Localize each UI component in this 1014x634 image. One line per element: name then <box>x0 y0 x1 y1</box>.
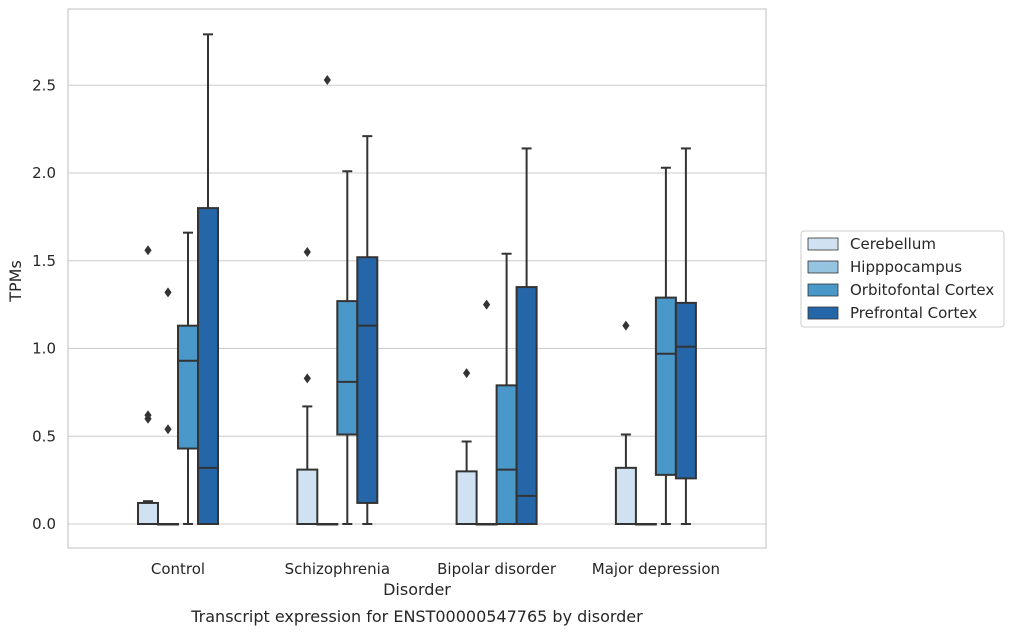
legend-label-orbitofrontal: Orbitofontal Cortex <box>850 281 994 299</box>
box-schizophrenia-prefrontal-cortex <box>356 135 379 525</box>
outlier-point <box>144 245 152 256</box>
box-control-prefrontal-cortex <box>197 33 219 525</box>
y-axis-title: TPMs <box>6 260 25 303</box>
box-bipolar-disorder-prefrontal-cortex <box>515 147 538 526</box>
y-tick-label: 0.0 <box>32 515 56 533</box>
x-tick-label: Schizophrenia <box>285 560 390 578</box>
y-tick-label: 2.5 <box>32 76 56 94</box>
box-bipolar-disorder-cerebellum <box>455 368 478 526</box>
y-tick-label: 2.0 <box>32 164 56 182</box>
x-axis-ticks: Control Schizophrenia Bipolar disorder Majo… <box>151 560 720 578</box>
outlier-point <box>622 320 630 331</box>
box-body <box>356 256 379 504</box>
box-major-depression-hipppocampus <box>634 523 657 526</box>
box-schizophrenia-cerebellum <box>296 246 319 525</box>
legend: Cerebellum Hipppocampus Orbitofontal Cor… <box>800 230 1005 328</box>
box-body <box>515 286 538 526</box>
box-body <box>654 296 677 476</box>
box-major-depression-cerebellum <box>614 320 637 525</box>
box-control-hipppocampus <box>157 287 179 526</box>
x-tick-label: Major depression <box>592 560 720 578</box>
box-control-cerebellum <box>137 245 159 526</box>
box-body <box>197 207 219 525</box>
outlier-point <box>463 368 471 379</box>
y-tick-label: 1.5 <box>32 252 56 270</box>
y-axis-ticks: 0.0 0.5 1.0 1.5 2.0 2.5 <box>32 76 56 533</box>
outlier-point <box>303 373 311 384</box>
box-major-depression-orbitofontal-cortex <box>654 166 677 525</box>
box-body <box>455 470 478 526</box>
box-plots <box>137 33 697 526</box>
box-body <box>137 501 159 526</box>
y-tick-label: 0.5 <box>32 427 56 445</box>
box-bipolar-disorder-orbitofontal-cortex <box>495 252 518 526</box>
legend-label-cerebellum: Cerebellum <box>850 235 936 253</box>
x-tick-label: Bipolar disorder <box>437 560 557 578</box>
plot-frame <box>67 8 767 549</box>
legend-label-hippocampus: Hipppocampus <box>850 258 962 276</box>
box-control-orbitofontal-cortex <box>177 231 199 525</box>
box-body <box>336 300 359 436</box>
outlier-point <box>144 413 152 424</box>
box-schizophrenia-hipppocampus <box>316 74 339 526</box>
x-tick-label: Control <box>151 560 205 578</box>
y-tick-label: 1.0 <box>32 340 56 358</box>
legend-swatch-prefrontal <box>807 306 839 320</box>
box-schizophrenia-orbitofontal-cortex <box>336 170 359 525</box>
chart-caption: Transcript expression for ENST0000054776… <box>190 607 643 626</box>
outlier-point <box>303 246 311 257</box>
box-bipolar-disorder-hipppocampus <box>475 299 498 526</box>
box-body <box>296 468 319 525</box>
legend-frame <box>800 230 1005 328</box>
legend-swatch-hippocampus <box>807 260 839 274</box>
outlier-point <box>164 424 172 435</box>
box-body <box>495 384 518 526</box>
outlier-point <box>323 74 331 85</box>
box-body <box>674 301 697 480</box>
legend-label-prefrontal: Prefrontal Cortex <box>850 304 977 322</box>
x-axis-title: Disorder <box>383 580 451 599</box>
box-major-depression-prefrontal-cortex <box>674 147 697 525</box>
legend-swatch-cerebellum <box>807 237 839 251</box>
outlier-point <box>483 299 491 310</box>
legend-swatch-orbitofrontal <box>807 283 839 297</box>
box-body <box>177 324 199 450</box>
outlier-point <box>164 287 172 298</box>
box-body <box>614 466 637 525</box>
